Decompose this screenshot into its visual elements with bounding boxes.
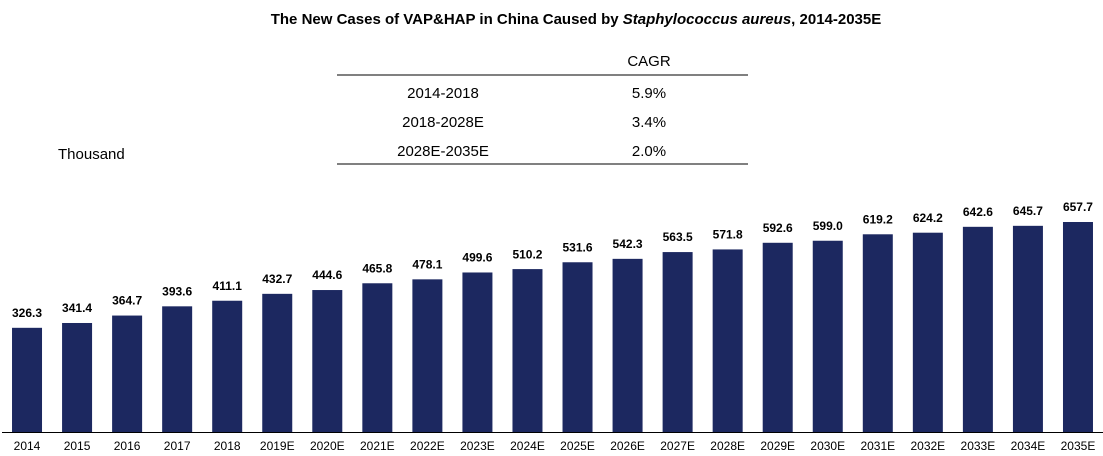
x-tick-label: 2022E bbox=[410, 439, 445, 453]
value-label: 542.3 bbox=[613, 237, 643, 251]
bar bbox=[12, 327, 43, 432]
x-tick-label: 2021E bbox=[360, 439, 395, 453]
bar bbox=[812, 240, 843, 432]
x-tick-label: 2019E bbox=[260, 439, 295, 453]
x-tick-label: 2018 bbox=[214, 439, 241, 453]
x-tick-label: 2029E bbox=[760, 439, 795, 453]
x-tick-label: 2026E bbox=[610, 439, 645, 453]
x-tick-label: 2033E bbox=[961, 439, 996, 453]
x-tick-label: 2028E bbox=[710, 439, 745, 453]
bar bbox=[712, 249, 743, 432]
table-header: CAGR bbox=[627, 53, 671, 70]
bar bbox=[862, 234, 893, 432]
bar bbox=[912, 232, 943, 432]
bar bbox=[212, 300, 243, 432]
bar bbox=[512, 269, 543, 432]
bar bbox=[762, 242, 793, 432]
value-label: 465.8 bbox=[362, 261, 392, 275]
table-cagr: 3.4% bbox=[632, 114, 666, 131]
x-tick-label: 2024E bbox=[510, 439, 545, 453]
x-tick-label: 2023E bbox=[460, 439, 495, 453]
value-label: 592.6 bbox=[763, 221, 793, 235]
bar bbox=[262, 293, 293, 432]
value-label: 411.1 bbox=[213, 279, 243, 293]
bar bbox=[162, 306, 193, 432]
value-label: 510.2 bbox=[512, 247, 542, 261]
x-tick-label: 2031E bbox=[860, 439, 895, 453]
bar bbox=[1062, 222, 1093, 432]
value-label: 326.3 bbox=[12, 306, 42, 320]
x-tick-label: 2035E bbox=[1061, 439, 1096, 453]
bar bbox=[412, 279, 443, 432]
x-tick-label: 2032E bbox=[910, 439, 945, 453]
value-label: 499.6 bbox=[462, 251, 492, 265]
x-tick-label: 2027E bbox=[660, 439, 695, 453]
value-label: 364.7 bbox=[112, 294, 142, 308]
table-period: 2018-2028E bbox=[402, 114, 484, 131]
title-part: , 2014-2035E bbox=[791, 11, 881, 28]
table-cagr: 5.9% bbox=[632, 85, 666, 102]
bar bbox=[312, 290, 343, 432]
x-tick-label: 2017 bbox=[164, 439, 191, 453]
x-tick-label: 2020E bbox=[310, 439, 345, 453]
value-label: 531.6 bbox=[563, 240, 593, 254]
bar bbox=[562, 262, 593, 432]
value-label: 341.4 bbox=[62, 301, 92, 315]
bar bbox=[962, 226, 993, 432]
value-label: 393.6 bbox=[162, 284, 192, 298]
value-label: 642.6 bbox=[963, 205, 993, 219]
bar bbox=[1012, 225, 1043, 432]
bar bbox=[662, 252, 693, 432]
value-label: 657.7 bbox=[1063, 200, 1093, 214]
title-part: Staphylococcus aureus bbox=[623, 11, 791, 28]
value-label: 624.2 bbox=[913, 211, 943, 225]
bar bbox=[112, 315, 143, 432]
bar bbox=[62, 322, 93, 432]
chart-title: The New Cases of VAP&HAP in China Caused… bbox=[271, 11, 882, 28]
value-label: 432.7 bbox=[262, 272, 292, 286]
bar bbox=[612, 258, 643, 432]
value-label: 645.7 bbox=[1013, 204, 1043, 218]
table-period: 2028E-2035E bbox=[397, 143, 489, 160]
x-tick-label: 2016 bbox=[114, 439, 141, 453]
bar bbox=[362, 283, 393, 432]
title-part: The New Cases of VAP&HAP in China Caused… bbox=[271, 11, 623, 28]
x-tick-label: 2030E bbox=[810, 439, 845, 453]
value-label: 444.6 bbox=[312, 268, 342, 282]
table-period: 2014-2018 bbox=[407, 85, 479, 102]
value-label: 478.1 bbox=[412, 258, 442, 272]
table-cagr: 2.0% bbox=[632, 143, 666, 160]
x-tick-label: 2015 bbox=[64, 439, 91, 453]
value-label: 563.5 bbox=[663, 230, 693, 244]
value-label: 619.2 bbox=[863, 212, 893, 226]
value-label: 599.0 bbox=[813, 219, 843, 233]
x-tick-label: 2034E bbox=[1011, 439, 1046, 453]
y-axis-label: Thousand bbox=[58, 146, 125, 163]
bar bbox=[462, 272, 493, 432]
x-tick-label: 2014 bbox=[14, 439, 41, 453]
value-label: 571.8 bbox=[713, 228, 743, 242]
x-tick-label: 2025E bbox=[560, 439, 595, 453]
